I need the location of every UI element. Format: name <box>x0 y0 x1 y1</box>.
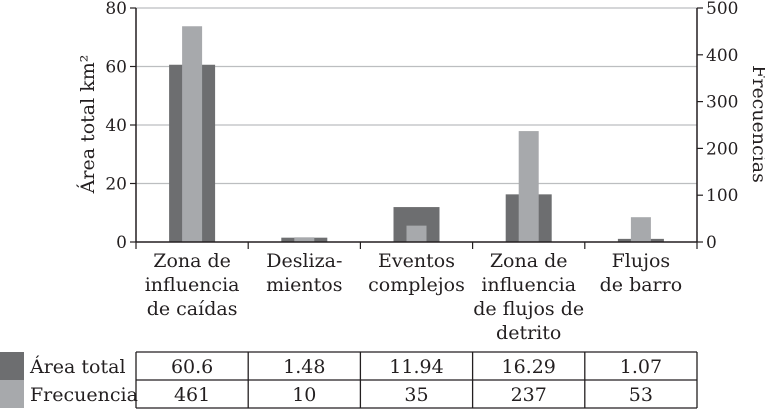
right-tick-label: 300 <box>706 93 738 113</box>
category-label: Zona de influencia de caídas <box>145 250 240 320</box>
table-cell: 237 <box>511 384 547 406</box>
category-label-line: Flujos <box>612 250 671 272</box>
table-cell: 16.29 <box>501 356 555 378</box>
category-label-line: Zona de <box>153 250 231 272</box>
table-cell: 35 <box>404 384 428 406</box>
left-tick-label: 40 <box>105 116 127 136</box>
left-tick-label: 80 <box>105 0 127 19</box>
category-label: Eventos complejos <box>368 250 465 296</box>
category-label-line: complejos <box>368 274 465 296</box>
right-axis-ticks: 0 100 200 300 400 500 <box>697 0 738 253</box>
category-label-line: Eventos <box>378 250 455 272</box>
left-tick-label: 20 <box>105 175 127 195</box>
table-cell: 10 <box>292 384 316 406</box>
right-tick-label: 100 <box>706 186 738 206</box>
left-tick-label: 60 <box>105 58 127 78</box>
category-labels: Zona de influencia de caídasDesliza-miento… <box>135 242 698 344</box>
frequency-bar <box>518 131 539 242</box>
table-row-label: Frecuencia <box>30 384 138 406</box>
right-tick-label: 500 <box>706 0 738 19</box>
category-label-line: influencia <box>481 274 576 296</box>
right-axis-label: Frecuencias <box>748 65 765 183</box>
category-label-line: de flujos de <box>473 298 584 320</box>
category-label-line: Desliza- <box>266 250 342 272</box>
table-cell: 1.07 <box>620 356 662 378</box>
table-row-label: Área total <box>29 355 126 378</box>
left-axis-label: Área total km² <box>76 55 99 195</box>
table-cell: 60.6 <box>171 356 213 378</box>
left-axis-ticks: 0 20 40 60 80 <box>105 0 136 253</box>
table-cell: 461 <box>174 384 210 406</box>
frequency-legend-swatch <box>0 380 24 408</box>
frequency-bar <box>406 225 427 242</box>
table-cell: 1.48 <box>283 356 325 378</box>
gridlines <box>136 7 697 185</box>
frequency-bar <box>294 237 315 242</box>
category-label-line: influencia <box>145 274 240 296</box>
category-label-line: de barro <box>600 274 683 296</box>
right-tick-label: 0 <box>706 233 717 253</box>
frequency-bar <box>630 217 651 242</box>
data-table: Área total 60.6 1.48 11.94 16.29 1.07 Frecuenc… <box>0 351 698 409</box>
category-label-line: Zona de <box>490 250 568 272</box>
category-label: Zona de influencia de flujos de detrito <box>473 250 584 344</box>
category-label-line: de caídas <box>147 298 238 320</box>
table-cell: 53 <box>629 384 653 406</box>
right-tick-label: 200 <box>706 139 738 159</box>
frequency-bar <box>182 26 203 243</box>
category-label-line: mientos <box>266 274 342 296</box>
category-label: Flujos de barro <box>600 250 683 296</box>
area-legend-swatch <box>0 352 24 380</box>
category-label-line: detrito <box>496 322 561 344</box>
table-cell: 11.94 <box>389 356 443 378</box>
bars <box>169 26 664 243</box>
category-label: Desliza-mientos <box>266 250 342 296</box>
right-tick-label: 400 <box>706 46 738 66</box>
left-tick-label: 0 <box>116 233 127 253</box>
